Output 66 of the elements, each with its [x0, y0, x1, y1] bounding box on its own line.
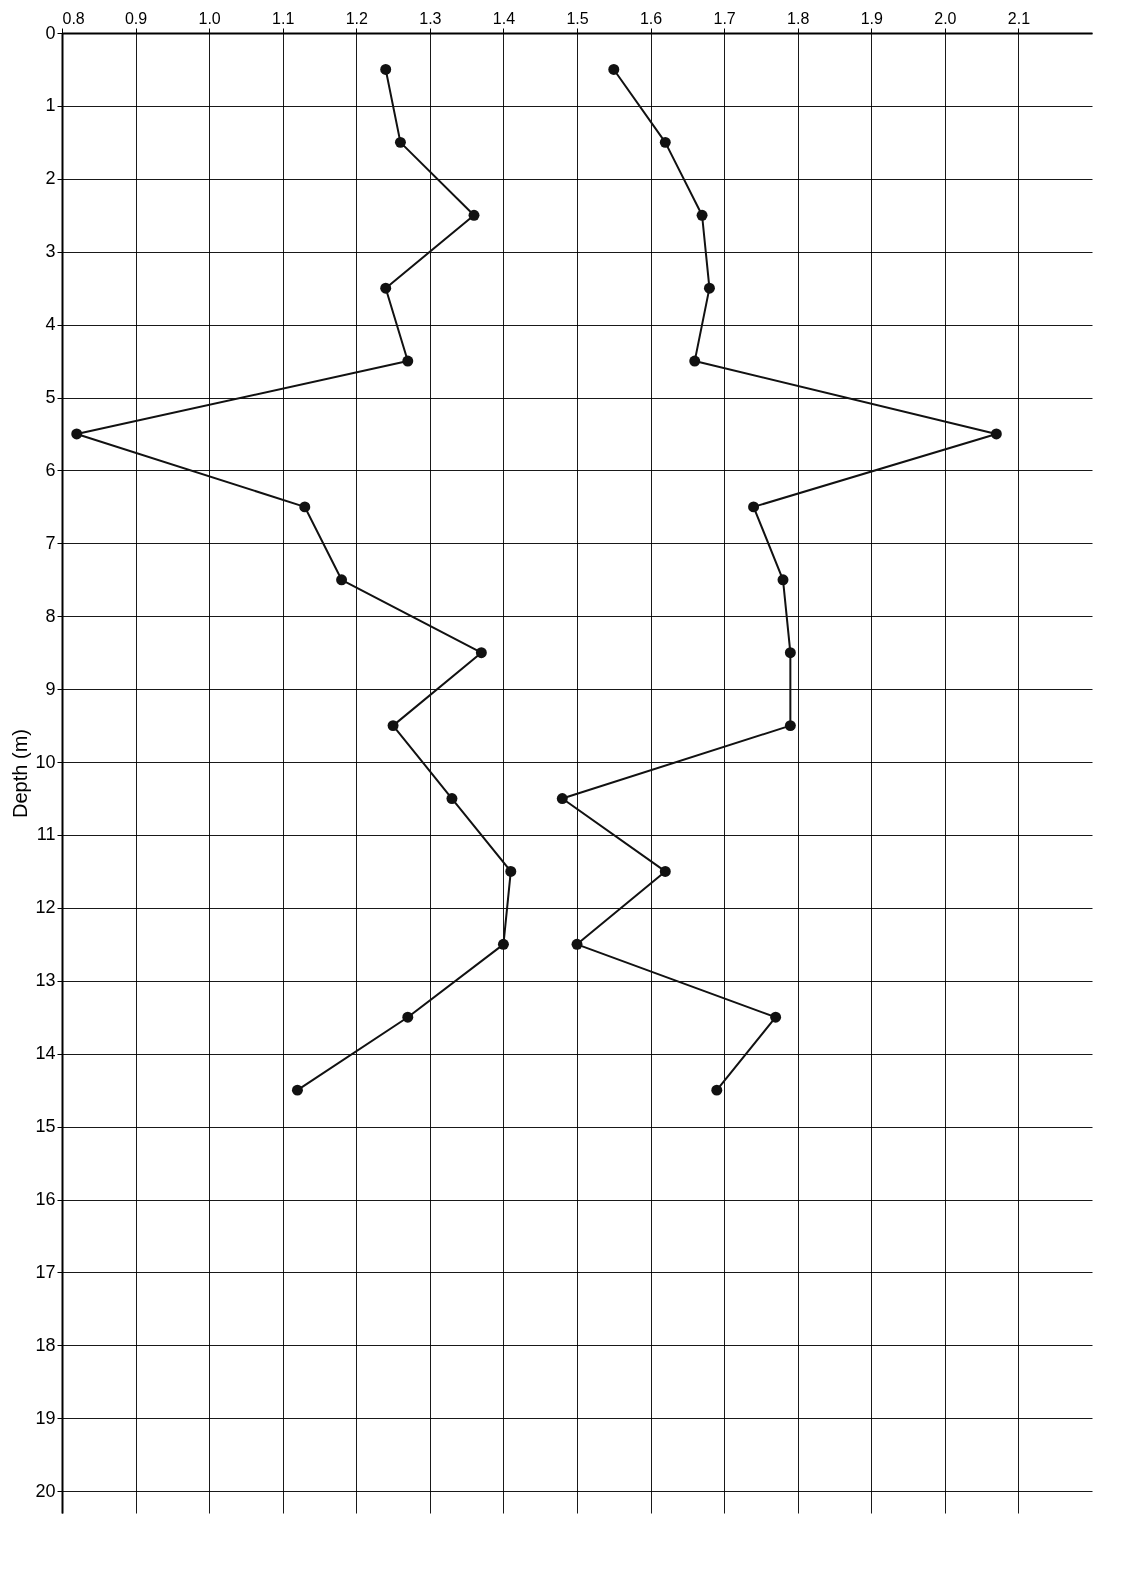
point [394, 136, 406, 148]
y-tick-label: 10 [35, 751, 56, 772]
point [402, 355, 414, 367]
y-tick-label: 18 [35, 1334, 56, 1355]
point [468, 209, 480, 221]
point [696, 209, 708, 221]
point [387, 720, 399, 732]
x-tick-label: 1.8 [787, 9, 810, 27]
point [571, 938, 583, 950]
x-tick-label: 2.0 [934, 9, 957, 27]
point [402, 1011, 414, 1023]
point [380, 63, 392, 75]
point [659, 136, 671, 148]
x-tick-label: 0.8 [62, 9, 85, 27]
point [748, 501, 760, 513]
x-tick-label: 1.2 [345, 9, 368, 27]
y-tick-label: 14 [35, 1043, 56, 1064]
y-tick-label: 19 [35, 1407, 56, 1428]
x-tick-label: 1.4 [492, 9, 516, 27]
y-tick-label: 12 [35, 897, 56, 918]
point [497, 938, 509, 950]
point [446, 793, 458, 804]
point [689, 355, 701, 367]
y-tick-label: 2 [45, 168, 56, 189]
x-tick-label: 0.9 [124, 9, 148, 27]
x-tick-label: 2.1 [1007, 9, 1031, 27]
point [291, 1084, 303, 1096]
y-tick-label: 15 [35, 1116, 56, 1137]
point [505, 865, 517, 877]
point [608, 63, 620, 75]
y-tick-label: 7 [45, 532, 56, 553]
point [299, 501, 311, 513]
point [777, 574, 789, 586]
x-tick-label: 1.1 [272, 9, 295, 27]
x-tick-label: 1.0 [198, 9, 221, 27]
y-tick-label: 11 [36, 824, 56, 845]
point [556, 793, 568, 804]
point [336, 574, 348, 586]
x-tick-label: 1.9 [860, 9, 883, 27]
point [770, 1011, 782, 1023]
y-tick-label: 9 [45, 678, 56, 699]
y-tick-label: 1 [45, 95, 56, 116]
y-tick-label: 4 [45, 314, 56, 335]
y-tick-label: 20 [35, 1480, 56, 1501]
point [711, 1084, 723, 1096]
y-tick-label: 13 [35, 970, 56, 991]
point [784, 647, 796, 659]
y-axis-title: Depth (m) [9, 729, 32, 818]
y-tick-label: 8 [45, 605, 56, 626]
y-tick-label: 17 [35, 1261, 56, 1282]
y-tick-label: 16 [35, 1189, 56, 1209]
x-tick-label: 1.5 [566, 9, 589, 27]
point [990, 428, 1002, 440]
y-tick-label: 6 [45, 459, 56, 480]
point [380, 282, 392, 294]
y-tick-label: 3 [45, 241, 56, 262]
point [659, 865, 671, 877]
y-tick-label: 0 [45, 22, 56, 43]
x-tick-label: 1.3 [419, 9, 442, 27]
x-tick-label: 1.6 [639, 9, 663, 27]
point [475, 647, 487, 659]
point [784, 720, 796, 732]
point [71, 428, 83, 440]
y-tick-label: 5 [45, 387, 56, 408]
point [703, 282, 715, 294]
x-tick-label: 1.7 [713, 9, 736, 27]
